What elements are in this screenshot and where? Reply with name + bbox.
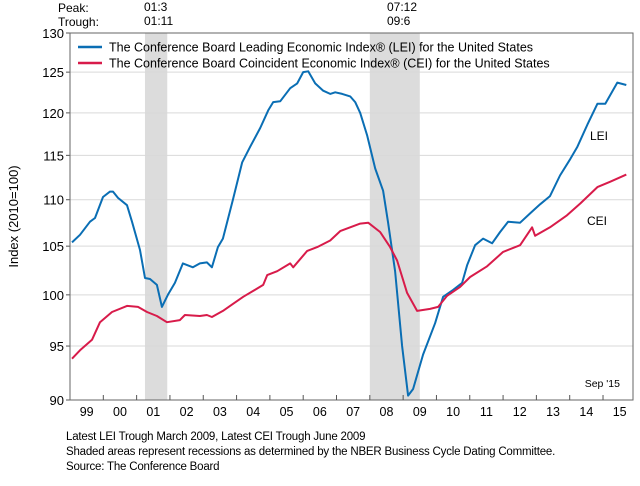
lei-line	[71, 70, 627, 397]
x-tick-label: 08	[380, 405, 394, 419]
y-tick-label: 110	[43, 193, 64, 208]
x-tick-label: 11	[480, 405, 493, 419]
recession-1-trough: 01:11	[144, 14, 174, 28]
x-tick-label: 13	[546, 405, 560, 419]
trough-heading: Trough:	[58, 15, 99, 29]
recession-1-peak: 01:3	[144, 0, 168, 14]
x-tick-label: 03	[213, 405, 227, 419]
footnote-trough: Latest LEI Trough March 2009, Latest CEI…	[66, 431, 366, 443]
y-tick-label: 130	[42, 26, 64, 41]
y-tick-label: 125	[42, 65, 64, 80]
x-tick-label: 09	[413, 405, 427, 419]
cei-legend-label: The Conference Board Coincident Economic…	[109, 57, 550, 71]
y-axis-label: Index (2010=100)	[6, 165, 21, 267]
lei-legend-label: The Conference Board Leading Economic In…	[109, 41, 533, 55]
y-tick-label: 95	[50, 339, 64, 354]
cei-line	[71, 173, 627, 360]
cei-inline-label: CEI	[587, 214, 607, 228]
x-tick-label: 14	[579, 405, 593, 419]
x-tick-label: 07	[346, 405, 360, 419]
recession-shade-2	[369, 33, 420, 400]
y-tick-label: 105	[42, 239, 64, 254]
footnote-source: Source: The Conference Board	[66, 461, 220, 473]
end-date-label: Sep '15	[585, 378, 620, 390]
lei-inline-label: LEI	[590, 129, 608, 143]
x-tick-label: 15	[613, 405, 627, 419]
recession-2-peak: 07:12	[387, 0, 418, 14]
y-tick-label: 120	[42, 106, 64, 121]
x-tick-label: 06	[313, 405, 327, 419]
x-tick-label: 00	[113, 405, 127, 419]
peak-heading: Peak:	[58, 1, 89, 15]
recession-shade-1	[144, 33, 168, 400]
x-tick-label: 99	[80, 405, 94, 419]
recession-2-trough: 09:6	[387, 14, 411, 28]
footnote-recessions: Shaded areas represent recessions as det…	[66, 446, 556, 458]
x-tick-label: 12	[513, 405, 527, 419]
x-tick-label: 10	[446, 405, 460, 419]
y-tick-label: 100	[42, 288, 64, 303]
plot-frame	[69, 32, 634, 401]
x-tick-label: 02	[180, 405, 194, 419]
x-tick-label: 01	[146, 405, 160, 419]
x-tick-label: 05	[280, 405, 294, 419]
y-tick-label: 115	[43, 148, 64, 163]
x-tick-label: 04	[246, 405, 260, 419]
y-tick-label: 90	[50, 393, 64, 408]
